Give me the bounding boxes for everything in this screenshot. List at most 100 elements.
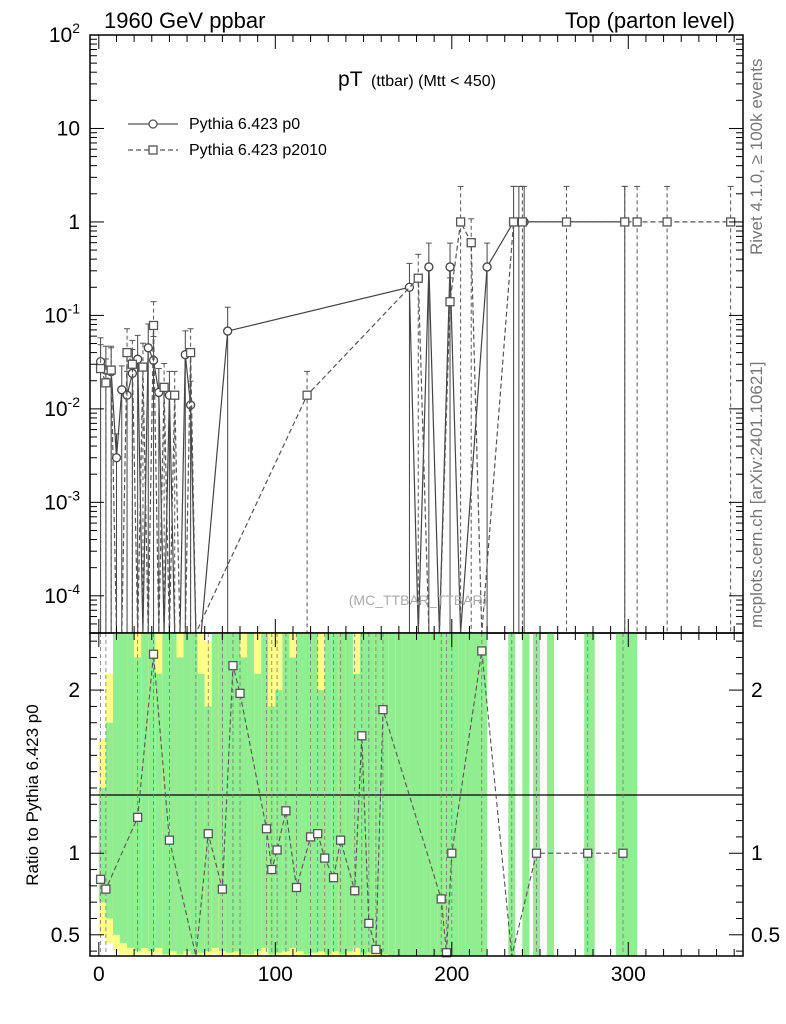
ratio-band-green <box>360 633 368 955</box>
ratio-point <box>235 688 245 699</box>
main-y-tick-label: 10-2 <box>44 394 80 421</box>
ratio-band-green <box>127 633 135 948</box>
ratio-band-green <box>282 633 290 952</box>
ratio-band-green <box>331 633 339 952</box>
ratio-band-green <box>105 722 113 919</box>
ratio-point <box>203 829 213 839</box>
ratio-point <box>291 882 302 893</box>
x-tick-label: 0 <box>93 963 105 986</box>
ratio-band-green <box>176 657 184 955</box>
ratio-point <box>133 812 143 822</box>
data-point-p2010 <box>561 217 572 227</box>
ratio-point <box>267 864 277 875</box>
data-point-p2010 <box>159 382 169 392</box>
data-point-p2010 <box>122 347 132 358</box>
ratio-band-green <box>190 633 198 955</box>
ratio-point <box>320 853 330 863</box>
ratio-y-tick-label: 1 <box>68 842 80 865</box>
ratio-point <box>281 806 291 816</box>
ratio-band-green <box>240 657 248 955</box>
ratio-point <box>583 848 593 858</box>
legend-marker-p0 <box>148 119 158 129</box>
ratio-ticks <box>90 633 743 956</box>
data-point-p2010 <box>662 217 672 227</box>
ratio-point <box>447 848 457 858</box>
data-point-p0 <box>445 262 455 272</box>
ratio-point <box>335 835 346 845</box>
plot-title-main: pT <box>338 68 363 91</box>
ratio-band-green <box>324 633 332 955</box>
data-point-p2010 <box>508 217 519 227</box>
ratio-band-green <box>367 633 375 953</box>
rivet-label: Rivet 4.1.0, ≥ 100k events <box>747 59 766 255</box>
main-series-layer <box>95 185 736 634</box>
ratio-band-green <box>381 633 389 955</box>
data-point-p0 <box>143 343 153 353</box>
ratio-band-green <box>310 633 318 953</box>
ratio-band-green <box>261 633 269 948</box>
ratio-band-green <box>98 787 106 903</box>
plot-title-sub: (ttbar) (Mtt < 450) <box>371 73 496 90</box>
data-point-p2010 <box>413 273 423 283</box>
ratio-band-green <box>169 633 177 952</box>
data-point-p2010 <box>455 217 466 227</box>
x-tick-label: 200 <box>434 963 469 986</box>
ratio-band-green <box>218 633 226 952</box>
ratio-band-green <box>112 633 121 935</box>
data-point-p2010 <box>466 238 476 248</box>
series-line-p0 <box>100 221 625 634</box>
data-point-p2010 <box>185 347 196 358</box>
ratio-y-tick-label-right: 1 <box>751 842 763 865</box>
legend: Pythia 6.423 p0 Pythia 6.423 p2010 <box>128 116 327 159</box>
header-left: 1960 GeV ppbar <box>104 8 265 33</box>
ratio-y-tick-label: 2 <box>68 679 80 702</box>
legend-label-p0: Pythia 6.423 p0 <box>189 116 300 133</box>
main-ticks <box>90 34 743 634</box>
ratio-ylabel: Ratio to Pythia 6.423 p0 <box>23 704 42 885</box>
ratio-point <box>364 918 374 929</box>
legend-label-p2010: Pythia 6.423 p2010 <box>189 142 327 159</box>
ratio-band-green <box>338 633 346 955</box>
ratio-point <box>357 731 367 741</box>
main-y-tick-label: 1 <box>68 211 80 234</box>
data-point-p2010 <box>148 320 159 331</box>
main-y-tick-label: 10-3 <box>44 487 80 514</box>
ratio-band-green <box>183 633 191 952</box>
ratio-point <box>436 894 446 904</box>
data-point-p0 <box>117 385 127 395</box>
mcplots-label: mcplots.cern.ch [arXiv:2401.10621] <box>747 362 766 628</box>
ratio-point <box>371 944 381 955</box>
series-line-p2010 <box>100 219 731 634</box>
ratio-y-tick-label-right: 0.5 <box>751 924 780 947</box>
ratio-band-green <box>120 633 128 943</box>
header-right: Top (parton level) <box>565 8 735 33</box>
data-point-p2010 <box>302 390 312 400</box>
ratio-point <box>378 705 388 715</box>
data-point-p0 <box>223 326 233 336</box>
data-point-p0 <box>111 453 122 463</box>
ratio-y-tick-label: 0.5 <box>51 924 80 947</box>
data-point-p0 <box>482 262 492 272</box>
ratio-point <box>272 845 282 855</box>
ratio-y-tick-label-right: 2 <box>751 679 763 702</box>
ratio-band-green <box>211 633 219 948</box>
ratio-band-green <box>345 633 353 952</box>
main-y-tick-label: 10 <box>57 117 80 140</box>
ratio-point <box>350 886 360 896</box>
ratio-point <box>101 884 111 894</box>
ratio-band-green <box>352 673 361 948</box>
ratio-point <box>328 873 339 883</box>
ratio-band-green <box>232 633 241 952</box>
ratio-band-green <box>374 633 382 952</box>
data-point-p2010 <box>106 365 116 375</box>
data-point-p2010 <box>101 378 111 388</box>
watermark: (MC_TTBAR_TTBAR) <box>349 592 487 608</box>
data-point-p2010 <box>620 217 630 227</box>
ratio-point <box>313 829 323 839</box>
ratio-point <box>148 649 159 659</box>
ratio-point <box>164 835 175 845</box>
data-point-p2010 <box>517 217 528 227</box>
main-y-tick-labels: 10-4 10-3 10-2 10-1 1 10 102 <box>44 20 80 608</box>
